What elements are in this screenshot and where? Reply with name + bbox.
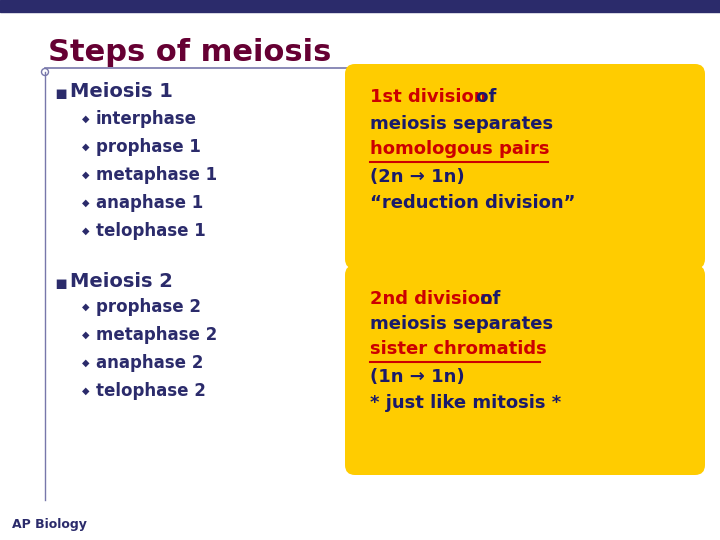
Text: Steps of meiosis: Steps of meiosis xyxy=(48,38,331,67)
Text: sister chromatids: sister chromatids xyxy=(370,340,546,358)
Text: anaphase 1: anaphase 1 xyxy=(96,194,203,212)
Text: telophase 1: telophase 1 xyxy=(96,222,206,240)
Text: (1n → 1n): (1n → 1n) xyxy=(370,368,464,386)
Text: ◆: ◆ xyxy=(82,170,89,180)
Text: ◆: ◆ xyxy=(82,114,89,124)
Text: meiosis separates: meiosis separates xyxy=(370,315,553,333)
Text: Meiosis 1: Meiosis 1 xyxy=(70,82,173,101)
Text: ◆: ◆ xyxy=(82,198,89,208)
Text: ◆: ◆ xyxy=(82,386,89,396)
Text: homologous pairs: homologous pairs xyxy=(370,140,549,158)
Text: ▪: ▪ xyxy=(54,84,67,103)
Text: telophase 2: telophase 2 xyxy=(96,382,206,400)
Text: ◆: ◆ xyxy=(82,226,89,236)
Text: prophase 1: prophase 1 xyxy=(96,138,201,156)
Text: of: of xyxy=(470,88,496,106)
Text: (2n → 1n): (2n → 1n) xyxy=(370,168,464,186)
Text: ◆: ◆ xyxy=(82,358,89,368)
Text: interphase: interphase xyxy=(96,110,197,128)
Bar xyxy=(0,0,720,12)
Text: metaphase 2: metaphase 2 xyxy=(96,326,217,344)
Text: Meiosis 2: Meiosis 2 xyxy=(70,272,173,291)
Text: of: of xyxy=(474,290,500,308)
Text: ▪: ▪ xyxy=(54,274,67,293)
Text: prophase 2: prophase 2 xyxy=(96,298,201,316)
Text: ◆: ◆ xyxy=(82,302,89,312)
Text: anaphase 2: anaphase 2 xyxy=(96,354,203,372)
Text: AP Biology: AP Biology xyxy=(12,518,87,531)
Text: “reduction division”: “reduction division” xyxy=(370,194,575,212)
Text: meiosis separates: meiosis separates xyxy=(370,115,553,133)
FancyBboxPatch shape xyxy=(345,64,705,269)
Text: 2nd division: 2nd division xyxy=(370,290,492,308)
Text: ◆: ◆ xyxy=(82,142,89,152)
Text: * just like mitosis *: * just like mitosis * xyxy=(370,394,562,412)
Text: 1st division: 1st division xyxy=(370,88,487,106)
FancyBboxPatch shape xyxy=(345,265,705,475)
Text: ◆: ◆ xyxy=(82,330,89,340)
Text: metaphase 1: metaphase 1 xyxy=(96,166,217,184)
